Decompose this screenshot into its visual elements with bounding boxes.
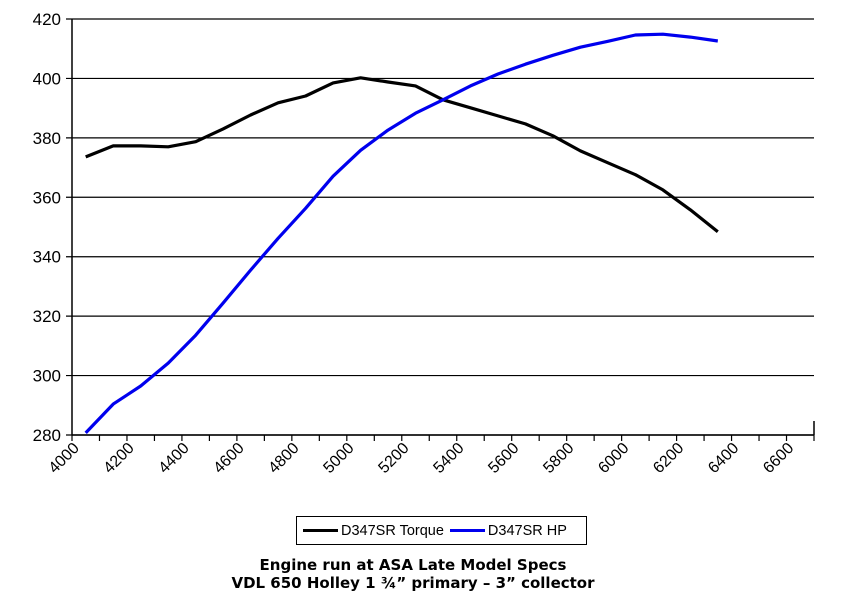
caption-line-2: VDL 650 Holley 1 ¾” primary – 3” collect… [231,574,595,592]
y-tick-label: 300 [33,367,61,386]
legend-label-hp: D347SR HP [487,522,567,539]
x-tick-label: 6200 [650,440,687,477]
legend-label-torque: D347SR Torque [341,522,444,539]
gridlines [66,18,814,436]
legend: D347SR Torque D347SR HP [296,516,587,545]
y-tick-label: 380 [33,129,61,148]
y-tick-label: 340 [33,248,61,267]
x-tick-label: 6600 [760,440,797,477]
x-tick-label: 6000 [595,440,632,477]
y-tick-label: 280 [33,426,61,445]
legend-swatch-hp [449,529,485,532]
y-tick-label: 360 [33,188,61,207]
y-tick-label: 400 [33,69,61,88]
series-line-torque [85,76,719,234]
engine-dyno-chart: 280 300 320 340 360 380 400 420 4000 4200 4400 460… [33,10,815,477]
x-tick-label: 4000 [46,440,83,477]
legend-item-torque: D347SR Torque [297,523,444,539]
x-axis-ticks: 4000 4200 4400 4600 4800 5000 5200 5400 5600 5800… [46,435,815,477]
axes [71,19,815,436]
x-tick-label: 6400 [705,440,742,477]
caption-line-1: Engine run at ASA Late Model Specs [259,556,567,574]
legend-swatch-torque [303,529,338,532]
x-tick-label: 5800 [540,440,577,477]
x-tick-label: 5000 [320,440,357,477]
x-tick-label: 5400 [430,440,467,477]
x-tick-label: 5600 [485,440,522,477]
series-lines [84,32,719,435]
x-tick-label: 4600 [211,440,248,477]
x-tick-label: 5200 [375,440,412,477]
y-axis-ticks: 280 300 320 340 360 380 400 420 [33,10,61,445]
y-tick-label: 420 [33,10,61,29]
x-tick-label: 4200 [101,440,138,477]
x-tick-label: 4800 [265,440,302,477]
legend-item-hp: D347SR HP [444,523,567,539]
y-tick-label: 320 [33,307,61,326]
series-line-hp [84,32,719,435]
x-tick-label: 4400 [156,440,193,477]
